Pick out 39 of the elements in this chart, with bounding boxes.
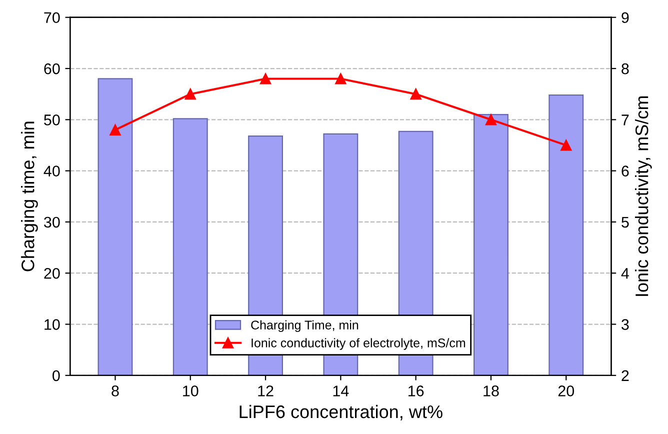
y2-tick-label: 2 xyxy=(622,370,629,381)
y-tick-label: 50 xyxy=(44,114,60,126)
y-tick-label: 70 xyxy=(44,12,60,24)
y2-tick-label: 7 xyxy=(622,114,629,126)
x-tick-label: 10 xyxy=(183,386,198,396)
y2-tick-label: 4 xyxy=(621,268,629,279)
y2-tick-label: 9 xyxy=(622,12,629,24)
y-tick-label: 40 xyxy=(44,166,60,176)
x-tick-label: 14 xyxy=(333,386,349,396)
x-tick-label: 20 xyxy=(558,386,574,396)
y-axis-title: Charging time, min xyxy=(21,122,38,272)
y-tick-label: 0 xyxy=(52,370,60,382)
y2-tick-label: 3 xyxy=(622,319,629,330)
point xyxy=(335,73,346,84)
point xyxy=(410,88,422,100)
point xyxy=(485,114,497,126)
bar xyxy=(172,118,208,376)
point xyxy=(184,88,196,100)
x-tick-label: 18 xyxy=(484,386,499,396)
y-tick-label: 60 xyxy=(44,63,60,74)
y2-tick-label: 6 xyxy=(622,166,629,176)
legend-label: Ionic conductivity of electrolyte, mS/cm xyxy=(252,338,466,350)
y-tick-label: 10 xyxy=(44,319,60,330)
y2-tick-label: 8 xyxy=(622,63,629,74)
x-axis-title: LiPF6 concentration, wt% xyxy=(240,404,442,420)
y2-axis-title: Ionic conductivity, mS/cm xyxy=(634,96,652,296)
x-tick-label: 12 xyxy=(258,386,274,396)
point xyxy=(110,124,121,136)
bar xyxy=(548,94,584,376)
y-tick-label: 30 xyxy=(44,216,60,228)
bar xyxy=(98,78,133,376)
legend-label: Charging Time, min xyxy=(251,320,358,332)
point xyxy=(260,73,272,84)
point xyxy=(560,140,572,151)
x-tick-label: 16 xyxy=(408,386,424,396)
bar xyxy=(474,114,508,376)
y-tick-label: 20 xyxy=(44,268,60,279)
y2-tick-label: 5 xyxy=(622,216,629,228)
x-tick-label: 8 xyxy=(112,386,119,396)
